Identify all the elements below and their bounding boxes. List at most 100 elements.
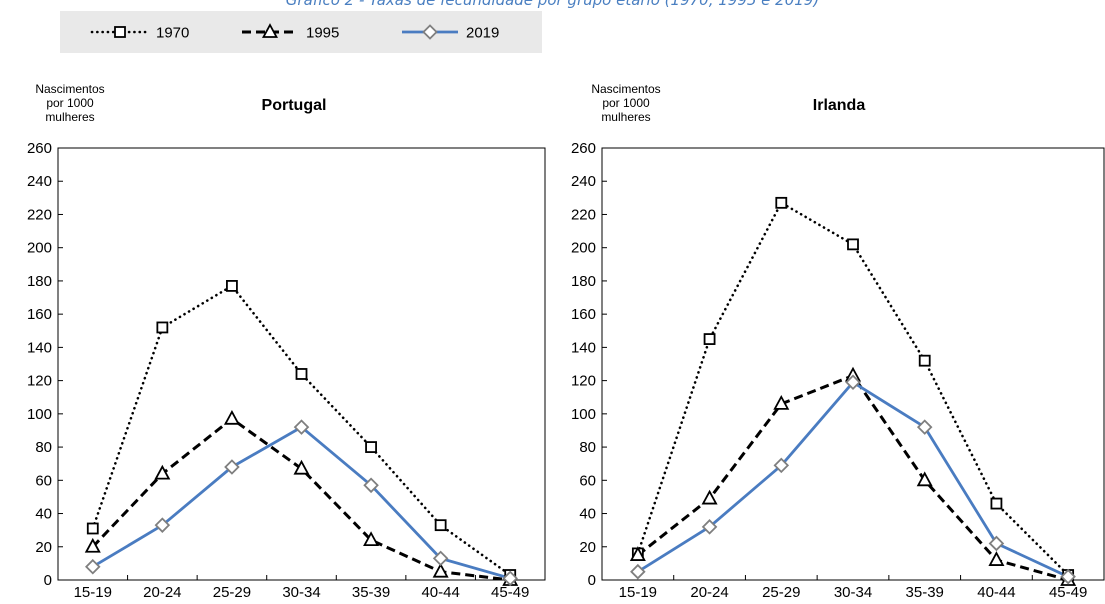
- data-point-1995: [293, 459, 310, 475]
- y-axis-label: por 1000: [46, 96, 94, 110]
- legend-triangle-marker: [261, 23, 279, 38]
- data-point-2019: [916, 419, 933, 435]
- x-tick-label: 45-49: [491, 584, 529, 601]
- y-tick-label: 220: [571, 206, 596, 223]
- y-tick-label: 160: [571, 306, 596, 323]
- data-point-1970: [434, 519, 447, 532]
- figure-caption: Gráfico 2 - Taxas de fecundidade por gru…: [285, 0, 820, 9]
- y-tick-label: 40: [579, 506, 596, 523]
- data-point-1995: [988, 551, 1005, 566]
- series-line-2019: [637, 380, 1069, 578]
- y-tick-label: 120: [27, 373, 52, 390]
- y-tick-label: 240: [27, 173, 52, 190]
- y-tick-label: 120: [571, 373, 596, 390]
- panel-title: Irlanda: [813, 97, 866, 114]
- legend-label: 1995: [306, 25, 339, 42]
- x-tick-label: 20-24: [143, 584, 181, 601]
- x-tick-label: 30-34: [282, 584, 320, 601]
- y-axis-label: por 1000: [602, 96, 650, 110]
- panel-title: Portugal: [262, 97, 327, 114]
- series-line-1995: [636, 374, 1069, 582]
- y-tick-label: 60: [35, 472, 52, 489]
- x-tick-label: 35-39: [906, 584, 944, 601]
- series-line-1995: [91, 417, 511, 582]
- x-tick-label: 35-39: [352, 584, 390, 601]
- x-tick-label: 15-19: [619, 584, 657, 601]
- y-tick-label: 60: [579, 472, 596, 489]
- data-point-1995: [223, 409, 240, 425]
- y-tick-label: 100: [27, 406, 52, 423]
- data-point-1970: [86, 522, 99, 535]
- data-point-1970: [295, 368, 308, 380]
- data-point-1970: [365, 441, 377, 453]
- data-point-1995: [363, 531, 380, 547]
- y-axis-label: Nascimentos: [591, 82, 660, 96]
- data-point-2019: [154, 517, 171, 533]
- legend-label: 2019: [466, 25, 499, 42]
- data-point-1970: [156, 321, 169, 334]
- y-tick-label: 180: [571, 273, 596, 290]
- y-axis-label: mulheres: [601, 110, 650, 124]
- data-point-2019: [773, 457, 790, 474]
- y-tick-label: 140: [571, 339, 596, 356]
- data-point-1995: [916, 471, 933, 487]
- x-tick-label: 40-44: [421, 584, 459, 601]
- x-tick-label: 30-34: [834, 584, 872, 601]
- x-tick-label: 15-19: [74, 584, 112, 601]
- data-point-1970: [990, 497, 1003, 510]
- y-tick-label: 100: [571, 406, 596, 423]
- legend-square-marker: [114, 26, 126, 38]
- data-point-2019: [224, 459, 240, 475]
- data-point-1995: [84, 537, 101, 553]
- data-point-1970: [703, 333, 716, 345]
- data-point-1970: [918, 354, 931, 367]
- y-tick-label: 80: [579, 439, 596, 456]
- legend-label: 1970: [156, 25, 189, 42]
- y-tick-label: 260: [27, 140, 52, 157]
- data-point-2019: [1060, 568, 1076, 585]
- data-point-2019: [293, 419, 310, 435]
- series-line-2019: [92, 425, 511, 580]
- y-tick-label: 240: [571, 173, 596, 190]
- y-tick-label: 20: [35, 539, 52, 556]
- data-point-1995: [154, 464, 171, 480]
- y-tick-label: 80: [35, 439, 52, 456]
- data-point-1970: [847, 238, 859, 251]
- data-point-2019: [363, 477, 379, 494]
- plot-frame: [57, 147, 546, 581]
- legend-entries: 1970 1995 2019: [90, 23, 499, 42]
- data-point-2019: [502, 570, 518, 587]
- data-point-1995: [701, 489, 718, 505]
- y-tick-label: 0: [44, 572, 52, 589]
- data-point-1995: [629, 546, 646, 561]
- legend-diamond-marker: [422, 24, 438, 40]
- y-tick-label: 0: [588, 572, 596, 589]
- data-point-2019: [85, 558, 101, 575]
- data-point-1995: [773, 394, 790, 410]
- y-tick-label: 200: [571, 240, 596, 257]
- y-tick-label: 40: [35, 506, 52, 523]
- x-tick-label: 20-24: [690, 584, 728, 601]
- x-tick-label: 25-29: [762, 584, 800, 601]
- y-axis-label: Nascimentos: [35, 82, 104, 96]
- legend-item-1970: 1970: [90, 25, 189, 42]
- y-tick-label: 20: [579, 539, 596, 556]
- x-tick-label: 45-49: [1049, 584, 1087, 601]
- y-tick-label: 220: [27, 206, 52, 223]
- x-tick-label: 40-44: [977, 584, 1015, 601]
- data-point-1970: [226, 280, 238, 292]
- data-point-1995: [432, 562, 449, 578]
- y-tick-label: 260: [571, 140, 596, 157]
- legend-item-1995: 1995: [242, 23, 339, 42]
- y-tick-label: 200: [27, 240, 52, 257]
- data-point-2019: [845, 374, 861, 391]
- x-tick-label: 25-29: [213, 584, 251, 601]
- plot-frame: [601, 147, 1105, 581]
- y-tick-label: 180: [27, 273, 52, 290]
- y-tick-label: 160: [27, 306, 52, 323]
- y-tick-label: 140: [27, 339, 52, 356]
- data-point-2019: [701, 519, 718, 535]
